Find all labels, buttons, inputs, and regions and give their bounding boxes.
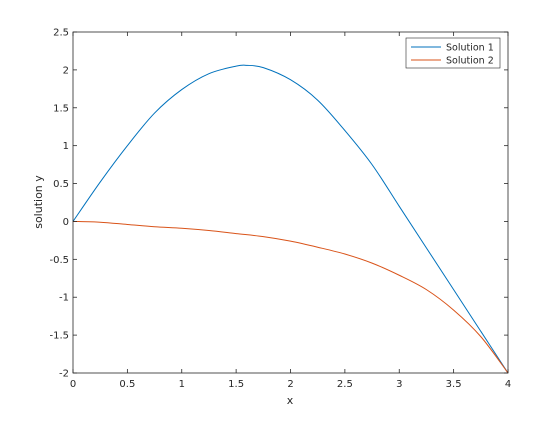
y-tick-label: 2.5 <box>53 28 69 39</box>
y-tick-label: 1 <box>63 141 69 152</box>
plot-area <box>73 32 508 373</box>
series-line-solution-1 <box>72 64 509 374</box>
y-tick-label: -1.5 <box>49 331 69 342</box>
series-layer <box>72 64 509 374</box>
x-tick-label: 1.5 <box>228 379 244 390</box>
y-tick-label: 2 <box>63 65 69 76</box>
y-tick-label: 0.5 <box>53 179 69 190</box>
x-tick-label: 0.5 <box>119 379 135 390</box>
y-tick-label: -2 <box>59 369 69 380</box>
x-tick-label: 0 <box>70 379 76 390</box>
legend: Solution 1 Solution 2 <box>405 37 501 69</box>
legend-label-solution-1: Solution 1 <box>446 43 494 54</box>
series-line-solution-2 <box>72 220 509 374</box>
legend-label-solution-2: Solution 2 <box>446 56 494 67</box>
x-tick-label: 1 <box>179 379 185 390</box>
x-tick-label: 4 <box>505 379 511 390</box>
x-axis-label: x <box>287 394 294 407</box>
y-axis-label: solution y <box>32 175 45 229</box>
x-tick-label: 2 <box>287 379 293 390</box>
x-tick-label: 3.5 <box>446 379 462 390</box>
x-axis: 0 0.5 1 1.5 2 2.5 3 3.5 4 <box>70 32 511 390</box>
x-tick-label: 3 <box>396 379 402 390</box>
x-tick-label: 2.5 <box>337 379 353 390</box>
y-tick-label: -1 <box>59 293 69 304</box>
legend-box <box>405 37 501 69</box>
y-axis: 2.5 2 1.5 1 0.5 0 -0.5 -1 -1.5 -2 <box>49 28 508 380</box>
y-tick-label: 1.5 <box>53 103 69 114</box>
y-tick-label: 0 <box>63 217 69 228</box>
y-tick-label: -0.5 <box>49 255 69 266</box>
